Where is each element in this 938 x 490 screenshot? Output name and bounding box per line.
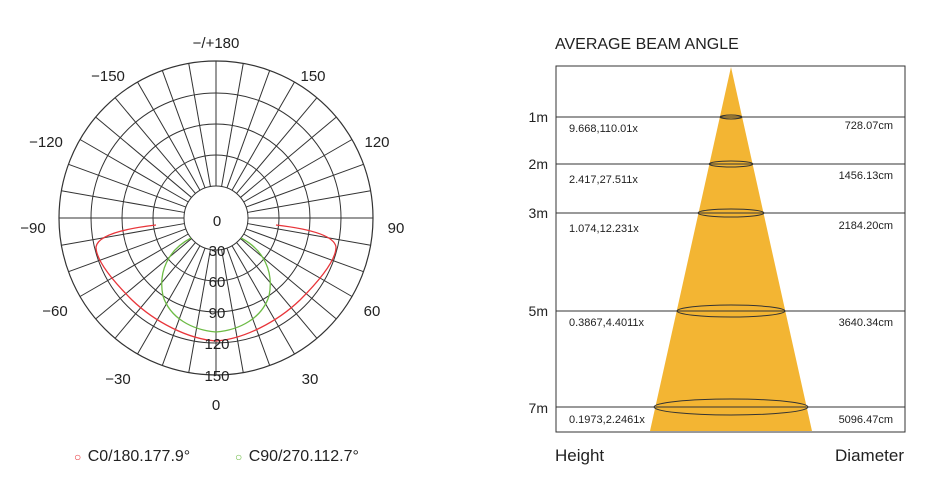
polar-spoke — [61, 190, 185, 213]
polar-spoke — [240, 116, 337, 198]
illuminance-label-2m: 2.417,27.511x — [569, 174, 638, 186]
radial-label-90: 90 — [209, 305, 226, 322]
diameter-label-5m: 3640.34cm — [839, 317, 893, 329]
angle-label-180: −/+180 — [193, 35, 240, 52]
polar-spoke — [226, 70, 271, 189]
illuminance-label-7m: 0.1973,2.2461x — [569, 414, 645, 426]
polar-spoke — [114, 97, 196, 194]
svg-text:○ C0/180.177.9°: ○ C0/180.177.9° — [74, 448, 190, 465]
polar-spoke — [79, 139, 189, 203]
polar-spoke — [188, 63, 211, 187]
polar-spoke — [137, 245, 201, 355]
angle-label-minus-30: −30 — [105, 371, 130, 388]
polar-spoke — [61, 223, 185, 246]
beam-ellipse-2m — [708, 160, 754, 168]
legend-marker-c90: ○ — [235, 450, 242, 464]
angle-label-0: 0 — [212, 397, 220, 414]
height-label-1m: 1m — [529, 109, 548, 125]
footer-height-label: Height — [555, 446, 604, 465]
polar-spoke — [161, 247, 206, 366]
angle-label-120: 120 — [364, 134, 389, 151]
height-label-3m: 3m — [529, 205, 548, 221]
svg-text:○ C90/270.112.7°: ○ C90/270.112.7° — [235, 448, 359, 465]
angle-label-minus-90: −90 — [20, 220, 45, 237]
angle-label-minus-120: −120 — [29, 134, 63, 151]
angle-label-90: 90 — [388, 220, 405, 237]
diameter-label-7m: 5096.47cm — [839, 414, 893, 426]
polar-spoke — [188, 249, 211, 373]
radial-label-60: 60 — [209, 274, 226, 291]
height-label-2m: 2m — [529, 156, 548, 172]
polar-diagram: −/+180 −150 150 −120 120 −90 90 −60 60 −… — [20, 35, 404, 465]
footer-diameter-label: Diameter — [835, 446, 904, 465]
beam-title: AVERAGE BEAM ANGLE — [555, 36, 739, 53]
beam-frame — [555, 65, 906, 433]
polar-spoke — [161, 70, 206, 189]
diameter-label-3m: 2184.20cm — [839, 220, 893, 232]
radial-label-0: 0 — [213, 213, 221, 230]
diameter-label-2m: 1456.13cm — [839, 170, 893, 182]
illuminance-label-3m: 1.074,12.231x — [569, 223, 639, 235]
angle-label-150: 150 — [300, 68, 325, 85]
polar-spoke — [236, 242, 318, 339]
legend-text-c0: C0/180.177.9° — [88, 448, 190, 465]
polar-grid — [58, 60, 374, 376]
legend-text-c90: C90/270.112.7° — [249, 448, 359, 465]
curve-c90-270 — [161, 237, 271, 333]
polar-spoke — [247, 223, 371, 246]
beam-ellipse-1m — [719, 114, 743, 120]
angle-label-60: 60 — [364, 303, 381, 320]
beam-ellipse-7m — [653, 398, 809, 416]
beam-ellipse-3m — [697, 208, 765, 218]
illuminance-label-5m: 0.3867,4.4011x — [569, 317, 645, 329]
polar-spoke — [221, 63, 244, 187]
polar-spoke — [226, 247, 271, 366]
polar-spoke — [245, 228, 364, 273]
polar-spoke — [231, 245, 295, 355]
polar-spoke — [243, 233, 353, 297]
legend-marker-c0: ○ — [74, 450, 81, 464]
beam-angle-diagram: AVERAGE BEAM ANGLE 1m 9.668,110.01x 728.… — [529, 36, 906, 465]
polar-spoke — [247, 190, 371, 213]
radial-label-30: 30 — [209, 243, 226, 260]
height-label-7m: 7m — [529, 400, 548, 416]
polar-spoke — [240, 238, 337, 320]
polar-spoke — [231, 81, 295, 191]
angle-label-30: 30 — [302, 371, 319, 388]
illuminance-label-1m: 9.668,110.01x — [569, 123, 638, 135]
polar-spoke — [114, 242, 196, 339]
polar-spoke — [68, 163, 187, 208]
polar-spoke — [68, 228, 187, 273]
polar-spoke — [221, 249, 244, 373]
polar-legend: ○ C0/180.177.9° ○ C90/270.112.7° — [74, 448, 359, 465]
polar-spoke — [245, 163, 364, 208]
diameter-label-1m: 728.07cm — [845, 120, 893, 132]
polar-curves — [95, 224, 337, 342]
beam-cone — [650, 67, 812, 431]
beam-ellipse-5m — [676, 304, 786, 318]
height-label-5m: 5m — [529, 303, 548, 319]
polar-spoke — [243, 139, 353, 203]
radial-label-120: 120 — [204, 336, 229, 353]
curve-c0-180 — [95, 224, 337, 342]
radial-label-150: 150 — [204, 368, 229, 385]
polar-spoke — [137, 81, 201, 191]
polar-spoke — [95, 238, 192, 320]
polar-spoke — [79, 233, 189, 297]
angle-label-minus-60: −60 — [42, 303, 67, 320]
angle-label-minus-150: −150 — [91, 68, 125, 85]
beam-rows: 1m 9.668,110.01x 728.07cm 2m 2.417,27.51… — [529, 109, 905, 426]
polar-spoke — [236, 97, 318, 194]
polar-spoke — [95, 116, 192, 198]
